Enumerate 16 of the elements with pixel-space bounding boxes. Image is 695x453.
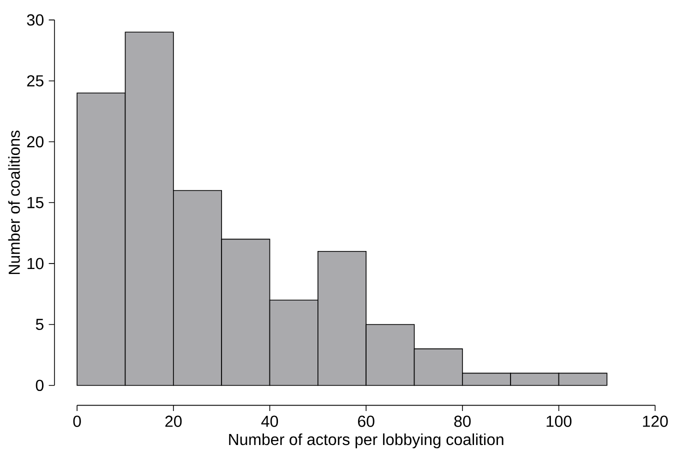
- x-tick-label: 80: [454, 416, 471, 428]
- y-axis-title: Number of coalitions: [8, 130, 20, 274]
- y-tick-label: 30: [26, 14, 44, 26]
- y-tick-label: 20: [27, 136, 44, 148]
- y-tick-label: 25: [27, 75, 44, 87]
- x-tick-label: 60: [358, 416, 374, 428]
- x-tick-label: 0: [73, 416, 81, 428]
- x-axis-title: Number of actors per lobbying coalition: [229, 434, 504, 448]
- y-tick-label: 10: [28, 258, 44, 270]
- x-tick-label: 20: [165, 416, 182, 428]
- y-tick-label: 0: [36, 380, 44, 392]
- y-tick-label: 5: [36, 319, 44, 330]
- x-tick-label: 40: [261, 416, 278, 428]
- x-tick-label: 100: [546, 416, 572, 428]
- x-tick-label: 120: [643, 416, 668, 428]
- y-tick-label: 15: [28, 197, 44, 208]
